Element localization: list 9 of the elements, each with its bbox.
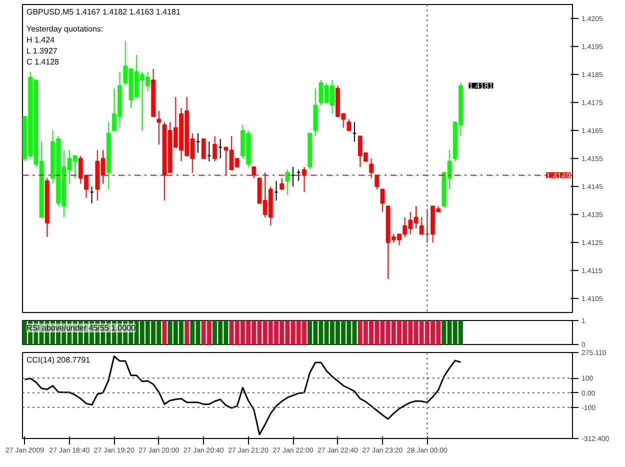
annotation: H 1.424 [26,36,56,44]
annotation: Yesterday quotations: [26,24,104,34]
annotation: 1.4181 [468,82,494,91]
chart-title: RSI above/under 45/55 1.0000 [26,324,136,332]
ref-line-label: 1.4149 [546,171,572,180]
chart-title: GBPUSD,M5 1.4167 1.4182 1.4163 1.4181 [26,8,181,16]
annotation: L 1.3927 [26,46,58,56]
annotation: C 1.4128 [26,58,60,66]
chart-title: CCI(14) 208.7791 [26,356,91,364]
